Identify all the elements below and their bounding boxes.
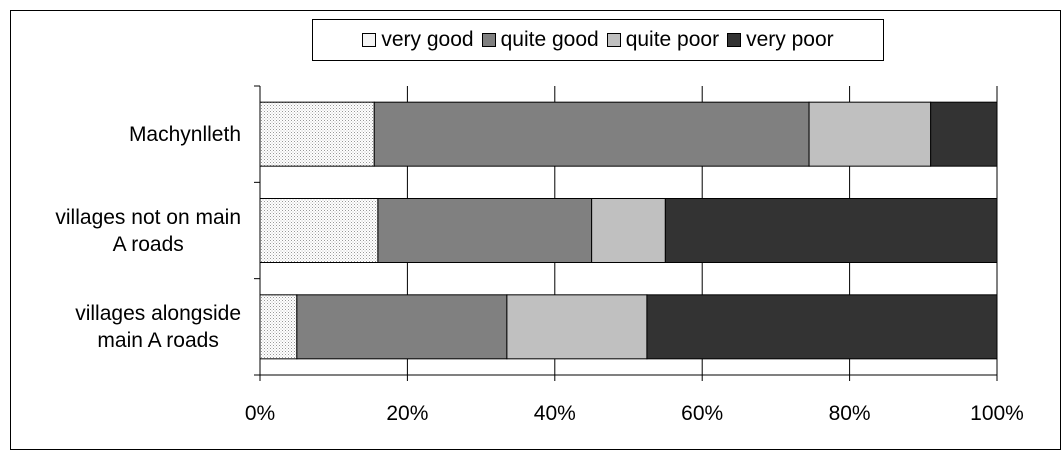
bar-segment	[506, 294, 648, 360]
category-label: Machynlleth	[129, 121, 241, 148]
legend-swatch	[481, 33, 496, 47]
x-tick-label: 80%	[828, 402, 871, 425]
x-tick-label: 20%	[386, 402, 429, 425]
bar-segment	[646, 294, 998, 360]
category-label-line: villages not on main	[55, 205, 241, 229]
bar-segment	[296, 294, 508, 360]
bar-segment	[259, 198, 379, 263]
legend-swatch	[606, 33, 621, 47]
x-tick-label: 0%	[244, 402, 276, 425]
x-tick-label: 40%	[533, 402, 576, 425]
legend-label: quite good	[500, 28, 599, 51]
chart-frame	[10, 10, 1061, 450]
category-label-line: Machynlleth	[128, 122, 241, 146]
category-label-line: villages alongside	[75, 301, 241, 325]
bar-segment	[664, 198, 998, 263]
legend: very good quite good quite poor very poor	[312, 19, 884, 61]
bar-segment	[377, 198, 593, 263]
legend-item: very good	[362, 28, 474, 52]
legend-label: quite poor	[625, 28, 720, 51]
bar-segment	[259, 101, 375, 167]
legend-swatch	[362, 33, 377, 47]
legend-item: very poor	[727, 28, 834, 52]
category-label-line: A roads	[112, 232, 184, 256]
bar-segment	[591, 198, 666, 263]
bar-segment	[930, 101, 998, 167]
legend-label: very good	[381, 28, 474, 51]
category-label: villages not on main A roads	[55, 204, 241, 258]
legend-label: very poor	[746, 28, 834, 51]
category-label: villages alongside main A roads	[75, 300, 241, 354]
x-tick-label: 100%	[970, 402, 1024, 425]
legend-item: quite poor	[606, 28, 720, 52]
legend-item: quite good	[481, 28, 599, 52]
bar-segment	[808, 101, 932, 167]
x-tick-label: 60%	[681, 402, 724, 425]
legend-swatch	[727, 33, 742, 47]
bar-segment	[259, 294, 298, 360]
category-label-line: main A roads	[97, 328, 219, 352]
bar-segment	[373, 101, 810, 167]
